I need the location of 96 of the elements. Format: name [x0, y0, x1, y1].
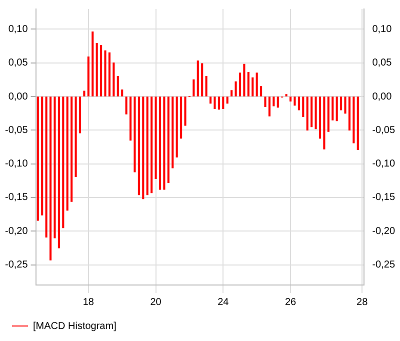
- y2-tick-label: 0,05: [372, 58, 392, 69]
- bar: [66, 96, 68, 211]
- bar: [180, 96, 182, 139]
- bar: [201, 63, 204, 96]
- bar: [238, 72, 242, 96]
- bar: [150, 96, 153, 194]
- x-tick-label: 20: [150, 296, 162, 308]
- x-tick-label: 26: [284, 296, 297, 308]
- bar: [352, 96, 355, 144]
- bar: [108, 52, 111, 96]
- bar: [230, 90, 233, 96]
- bar: [62, 96, 64, 228]
- bar: [184, 96, 186, 126]
- y-tick-label: -0,25: [4, 260, 28, 271]
- legend-label: [MACD Histogram]: [33, 320, 117, 332]
- bar: [54, 96, 56, 238]
- bar: [348, 96, 350, 130]
- bar: [45, 96, 48, 238]
- bar: [196, 60, 199, 96]
- bar: [146, 96, 148, 196]
- bar: [314, 96, 317, 130]
- bar: [310, 96, 313, 128]
- bar: [323, 96, 326, 150]
- bar: [83, 90, 86, 96]
- bar: [130, 96, 132, 141]
- bar: [306, 96, 308, 130]
- bar: [176, 96, 178, 158]
- bar: [289, 96, 292, 102]
- bar: [336, 96, 338, 122]
- bar: [260, 86, 262, 96]
- y-tick-label: 0,05: [8, 58, 28, 69]
- bar: [252, 77, 254, 96]
- x-tick-label: 28: [356, 296, 368, 308]
- bar: [70, 96, 73, 202]
- y2-tick-label: -0,20: [372, 226, 396, 237]
- bar: [264, 96, 266, 107]
- bar: [356, 96, 359, 150]
- bar: [163, 96, 166, 190]
- bar: [332, 96, 334, 120]
- bar: [74, 96, 77, 177]
- bar: [256, 72, 258, 96]
- bar: [96, 43, 98, 96]
- bar: [92, 32, 94, 96]
- bar: [234, 81, 237, 96]
- bar: [41, 96, 44, 216]
- bar: [222, 96, 224, 109]
- bar: [192, 79, 195, 96]
- y2-tick-label: -0,05: [372, 124, 396, 136]
- bar: [243, 64, 246, 96]
- bar: [318, 96, 322, 139]
- bar: [276, 96, 279, 108]
- bar: [134, 96, 136, 172]
- x-tick-label: 18: [82, 296, 94, 308]
- bar: [100, 45, 102, 96]
- y2-tick-label: 0,10: [372, 24, 392, 35]
- bar: [214, 96, 216, 109]
- bar: [218, 96, 220, 110]
- bar: [298, 96, 300, 110]
- y2-tick-label: -0,15: [372, 192, 396, 204]
- bar: [87, 56, 90, 96]
- bar: [154, 96, 157, 179]
- bar: [172, 96, 174, 168]
- bar: [294, 96, 296, 106]
- bar: [209, 96, 212, 104]
- y-tick-label: 0,00: [8, 91, 28, 102]
- bar: [344, 96, 346, 114]
- bar: [112, 62, 115, 96]
- bar: [104, 50, 106, 96]
- x-tick-label: 24: [218, 296, 230, 308]
- bar: [58, 96, 60, 248]
- y2-tick-label: -0,10: [372, 158, 396, 170]
- bar: [142, 96, 144, 200]
- bar: [121, 89, 124, 96]
- bar: [340, 96, 342, 110]
- bar: [247, 72, 250, 96]
- bar: [158, 96, 162, 190]
- y-tick-label: 0,10: [8, 24, 28, 35]
- y2-tick-label: 0,00: [372, 91, 392, 102]
- y2-tick-label: -0,25: [372, 260, 396, 271]
- y-tick-label: -0,20: [4, 226, 28, 237]
- bar: [125, 96, 128, 114]
- bar: [268, 96, 270, 116]
- bar: [116, 76, 119, 96]
- bar: [226, 96, 228, 104]
- bar: [167, 96, 170, 184]
- bar: [205, 76, 208, 96]
- bar: [50, 96, 52, 260]
- bar: [272, 96, 275, 106]
- bar: [78, 96, 82, 134]
- y-tick-label: -0,05: [4, 124, 28, 136]
- bar: [302, 96, 304, 118]
- y-tick-label: -0,10: [4, 158, 28, 170]
- y-tick-label: -0,15: [4, 192, 28, 204]
- bar: [138, 96, 140, 196]
- bar: [36, 96, 39, 221]
- bar: [327, 96, 330, 132]
